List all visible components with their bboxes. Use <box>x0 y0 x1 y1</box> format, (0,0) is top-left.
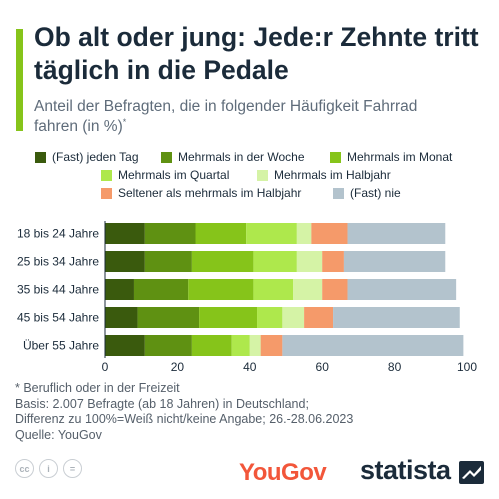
bar-segment <box>137 307 200 328</box>
bar-segment <box>296 251 323 272</box>
category-label: 35 bis 44 Jahre <box>17 283 99 297</box>
footnote-basis: Basis: 2.007 Befragte (ab 18 Jahren) in … <box>15 396 309 411</box>
bar-segment <box>257 307 283 328</box>
x-tick-label: 0 <box>102 360 109 374</box>
title-accent-bar <box>16 29 23 131</box>
bar-segment <box>105 223 145 244</box>
bar-segment <box>249 335 261 356</box>
bar-segment <box>246 223 297 244</box>
footnote-asterisk: * Beruflich oder in der Freizeit <box>15 381 180 395</box>
bar-segment <box>188 279 254 300</box>
legend-label: Seltener als mehrmals im Halbjahr <box>118 186 302 200</box>
bar-segment <box>282 335 464 356</box>
legend-swatch <box>161 151 172 163</box>
bar-segment <box>296 223 312 244</box>
bar-segment <box>144 251 192 272</box>
bar-segment <box>105 307 138 328</box>
legend-label: Mehrmals im Monat <box>347 150 453 164</box>
legend: (Fast) jeden Tag Mehrmals in der Woche Meh… <box>0 0 499 210</box>
bar-segment <box>133 279 189 300</box>
x-tick-label: 20 <box>171 360 185 374</box>
bar-segment <box>105 251 145 272</box>
x-tick-label: 80 <box>388 360 402 374</box>
legend-label: Mehrmals im Quartal <box>118 168 230 182</box>
chart-subtitle: Anteil der Befragten, die in folgender H… <box>34 97 434 136</box>
legend-swatch <box>101 187 112 199</box>
legend-swatch <box>330 151 341 163</box>
bar-segment <box>191 335 232 356</box>
bar-segment <box>191 251 254 272</box>
cc-icon[interactable]: cc <box>15 459 34 478</box>
category-label: Über 55 Jahre <box>23 339 99 353</box>
category-label: 18 bis 24 Jahre <box>17 227 99 241</box>
footnote-difference: Differenz zu 100%=Weiß nicht/keine Angab… <box>15 412 354 426</box>
bar-segment <box>322 251 344 272</box>
subtitle-footnote-mark: * <box>122 116 127 127</box>
legend-label: Mehrmals in der Woche <box>178 150 305 164</box>
legend-swatch <box>101 169 112 181</box>
bar-segment <box>343 251 446 272</box>
stacked-bar-chart: 18 bis 24 Jahre 25 bis 34 Jahre 35 bis 44 … <box>17 221 477 374</box>
yougov-logo: YouGov <box>239 459 327 486</box>
bar-segment <box>253 279 294 300</box>
legend-item: Mehrmals im Quartal <box>101 168 229 182</box>
legend-item: (Fast) jeden Tag <box>35 150 139 164</box>
bar-segment <box>293 279 323 300</box>
bar-segment <box>231 335 250 356</box>
chart-title: Ob alt oder jung: Jede:r Zehnte tritt tä… <box>34 22 479 85</box>
bar-segment <box>105 279 134 300</box>
bar-segment <box>260 335 283 356</box>
footnotes: * Beruflich oder in der Freizeit Basis: … <box>15 381 485 443</box>
legend-item: Seltener als mehrmals im Halbjahr <box>101 186 301 200</box>
legend-item: Mehrmals in der Woche <box>161 150 305 164</box>
category-label: 25 bis 34 Jahre <box>17 255 99 269</box>
bar-segment <box>333 307 460 328</box>
no-derivatives-icon[interactable]: = <box>63 459 82 478</box>
legend-item: Mehrmals im Monat <box>330 150 452 164</box>
legend-item: Mehrmals im Halbjahr <box>257 168 391 182</box>
legend-label: Mehrmals im Halbjahr <box>274 168 391 182</box>
bar-segment <box>347 223 446 244</box>
attribution-icon[interactable]: i <box>39 459 58 478</box>
license-icons: cc i = <box>15 459 82 478</box>
bar-segment <box>105 335 145 356</box>
footnote-source: Quelle: YouGov <box>15 427 102 442</box>
legend-label: (Fast) jeden Tag <box>52 150 139 164</box>
subtitle-text: Anteil der Befragten, die in folgender H… <box>34 98 418 135</box>
legend-swatch <box>257 169 268 181</box>
bar-segment <box>144 223 196 244</box>
legend-swatch <box>35 151 46 163</box>
bar-segment <box>347 279 457 300</box>
bar-segment <box>195 223 247 244</box>
bar-segment <box>322 279 348 300</box>
bar-segment <box>253 251 297 272</box>
x-tick-label: 60 <box>316 360 330 374</box>
x-tick-label: 40 <box>243 360 257 374</box>
bar-segment <box>144 335 192 356</box>
category-label: 45 bis 54 Jahre <box>17 311 99 325</box>
legend-item: (Fast) nie <box>333 186 401 200</box>
bar-segment <box>311 223 348 244</box>
bar-segment <box>304 307 334 328</box>
legend-label: (Fast) nie <box>350 186 401 200</box>
x-tick-label: 100 <box>457 360 477 374</box>
legend-swatch <box>333 187 344 199</box>
bar-segment <box>282 307 305 328</box>
statista-logo[interactable]: statista <box>360 455 451 485</box>
bar-segment <box>199 307 258 328</box>
statista-logo-icon <box>459 461 484 484</box>
